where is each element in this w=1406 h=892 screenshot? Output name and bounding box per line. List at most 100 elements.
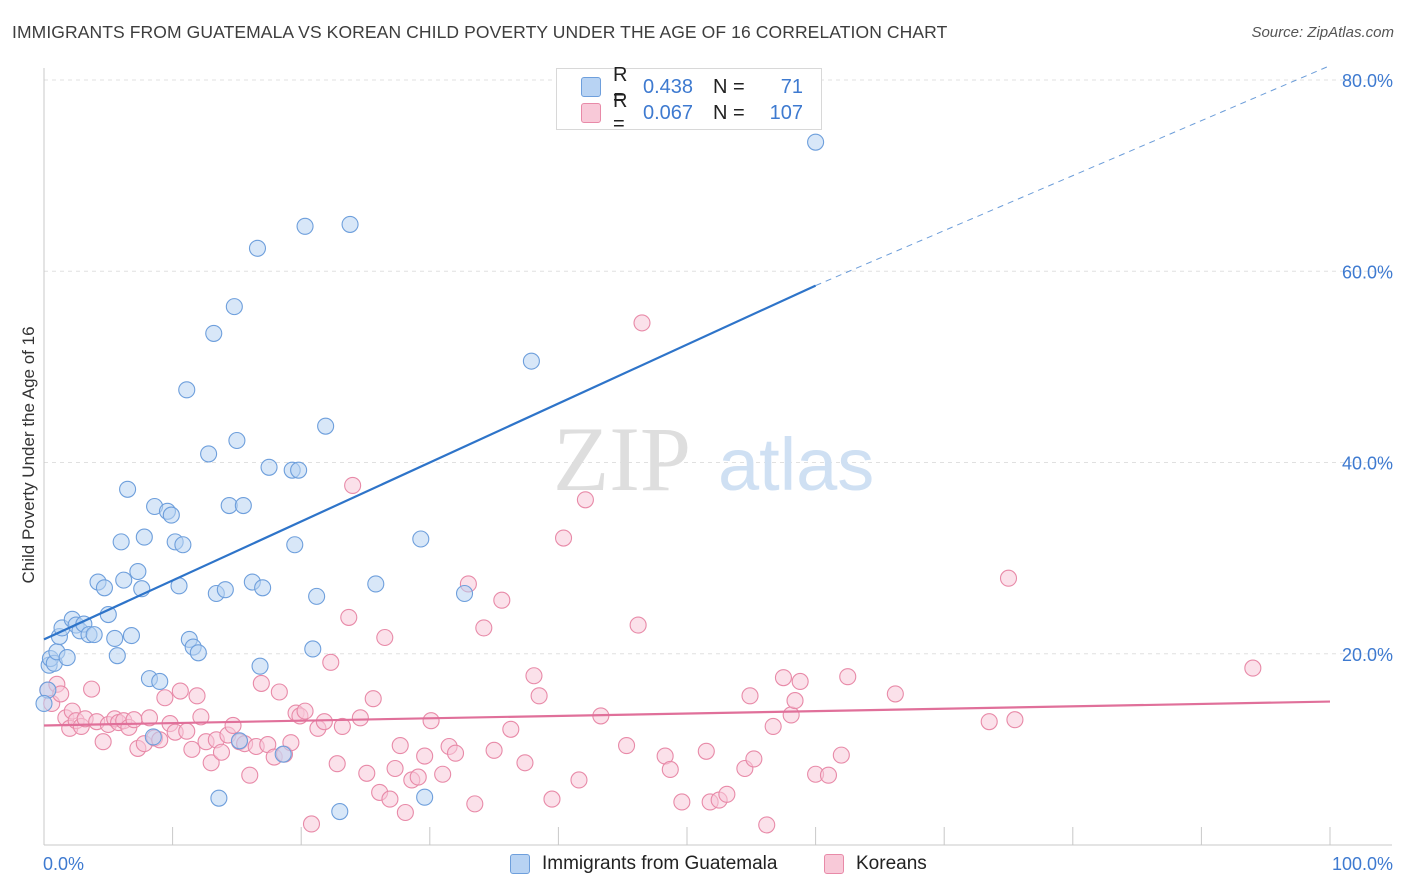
- guatemala-point: [304, 640, 322, 658]
- guatemala-point: [251, 657, 269, 675]
- guatemala-point: [122, 627, 140, 645]
- korean-point: [241, 766, 259, 784]
- korean-point: [340, 608, 358, 626]
- korean-point: [224, 716, 242, 735]
- guatemala-point: [308, 587, 326, 605]
- korean-point: [530, 687, 548, 705]
- korean-point: [999, 569, 1018, 587]
- y-tick-label: 20.0%: [1342, 645, 1393, 665]
- guatemala-point: [254, 579, 272, 597]
- guatemala-point: [248, 239, 267, 257]
- korean-point: [758, 816, 776, 834]
- korean-point: [886, 685, 904, 703]
- korean-point: [697, 742, 715, 760]
- legend-r-value: 0.438: [643, 75, 694, 98]
- guatemala-point: [108, 647, 126, 665]
- korean-point: [718, 785, 736, 803]
- guatemala-point: [35, 694, 53, 713]
- y-axis-title: Child Poverty Under the Age of 16: [19, 326, 38, 583]
- korean-point: [409, 768, 427, 786]
- guatemala-point: [296, 217, 314, 235]
- korean-point: [839, 668, 857, 686]
- guatemala-point: [367, 575, 385, 593]
- korean-point: [156, 689, 174, 707]
- watermark-atlas: atlas: [718, 423, 874, 506]
- y-tick-label: 40.0%: [1342, 454, 1393, 474]
- guatemala-point: [174, 536, 192, 554]
- bottom-legend: Immigrants from Guatemala Koreans: [0, 852, 1406, 878]
- guatemala-point: [234, 496, 252, 515]
- korean-point: [140, 709, 159, 727]
- korean-point: [83, 680, 101, 698]
- korean-point: [485, 741, 503, 759]
- korean-point: [94, 733, 112, 751]
- korean-point: [764, 717, 782, 735]
- legend-label-koreans: Koreans: [856, 853, 927, 874]
- korean-point: [416, 747, 434, 765]
- legend-swatch-guatemala: [510, 854, 530, 874]
- guatemala-point: [119, 480, 137, 498]
- guatemala-point: [807, 133, 825, 151]
- korean-point: [192, 708, 210, 726]
- korean-point: [171, 682, 189, 700]
- korean-point: [661, 760, 679, 779]
- korean-point: [466, 795, 484, 813]
- axis-labels: 20.0% 40.0% 60.0% 80.0% 0.0% 100.0% Child Pove…: [19, 71, 1393, 874]
- watermark-zip: ZIP: [553, 408, 691, 510]
- korean-point: [183, 740, 201, 758]
- korean-point: [554, 529, 573, 547]
- korean-point: [525, 667, 543, 685]
- guatemala-point: [331, 802, 349, 821]
- guatemala-point: [228, 431, 246, 450]
- korean-point: [386, 759, 404, 778]
- korean-point: [633, 314, 651, 332]
- trend-lines: [43, 65, 1331, 727]
- korean-point: [791, 672, 809, 691]
- legend-box: R = 0.438 N = 71 R = 0.067 N = 107: [556, 64, 822, 135]
- guatemala-point: [274, 745, 292, 763]
- guatemala-point: [260, 458, 278, 476]
- guatemala-point: [230, 732, 249, 750]
- legend-swatch-guatemala: [581, 77, 601, 97]
- korean-point: [434, 765, 452, 783]
- korean-point: [819, 766, 838, 784]
- legend-r-value: 0.067: [643, 101, 694, 124]
- korean-point: [782, 706, 800, 724]
- guatemala-point: [210, 789, 228, 807]
- guatemala-point: [129, 562, 147, 581]
- guatemala-point: [135, 528, 153, 546]
- axes: [43, 68, 1392, 846]
- x-tick-label: 0.0%: [43, 854, 84, 874]
- korean-point: [629, 616, 647, 634]
- korean-point: [302, 815, 321, 833]
- guatemala-point: [144, 728, 162, 746]
- korean-point: [328, 755, 346, 773]
- legend-row-koreans: R = 0.067 N = 107: [581, 90, 803, 135]
- korean-point: [673, 793, 691, 811]
- guatemala-point: [112, 533, 130, 551]
- guatemala-points: [35, 133, 825, 821]
- guatemala-point: [58, 649, 76, 667]
- korean-point: [202, 754, 220, 772]
- guatemala-point: [205, 324, 223, 342]
- guatemala-point: [412, 530, 430, 548]
- legend-swatch-koreans: [824, 854, 844, 874]
- korean-point: [618, 736, 636, 755]
- legend-row-guatemala: R = 0.438 N = 71: [581, 64, 803, 109]
- source-label: Source: ZipAtlas.com: [1251, 24, 1394, 41]
- guatemala-point: [162, 506, 180, 524]
- korean-point: [391, 736, 409, 755]
- guatemala-point: [341, 215, 359, 233]
- korean-point: [786, 692, 804, 710]
- korean-point: [351, 709, 369, 727]
- watermark: ZIP atlas: [553, 408, 874, 510]
- legend-item-koreans[interactable]: Koreans: [824, 852, 927, 876]
- legend-n-value: 107: [769, 101, 803, 124]
- guatemala-point: [416, 788, 434, 806]
- korean-point: [502, 720, 520, 738]
- y-tick-label: 80.0%: [1342, 71, 1393, 91]
- korean-point: [774, 669, 793, 687]
- korean-point: [252, 674, 270, 692]
- legend-item-guatemala[interactable]: Immigrants from Guatemala: [510, 852, 777, 876]
